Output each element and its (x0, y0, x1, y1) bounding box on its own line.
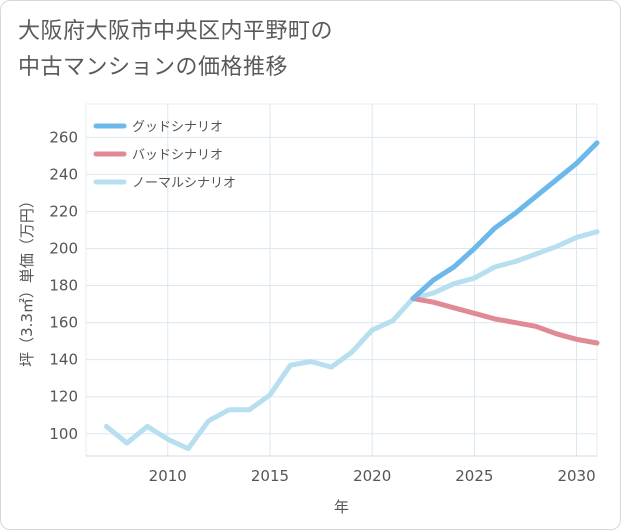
x-tick-label: 2010 (149, 467, 187, 485)
x-tick-label: 2025 (455, 467, 493, 485)
y-tick-label: 140 (49, 351, 78, 369)
series (103, 140, 600, 452)
y-tick-label: 100 (49, 425, 78, 443)
y-tick-label: 180 (49, 277, 78, 295)
series-line-bad (410, 296, 600, 346)
y-axis-title: 坪（3.3㎡）単価（万円） (18, 193, 36, 367)
y-tick-label: 220 (49, 202, 78, 220)
legend-label-bad: バッドシナリオ (132, 148, 223, 163)
chart-title: 大阪府大阪市中央区内平野町の 中古マンションの価格推移 (18, 14, 333, 86)
series-line-good (410, 140, 600, 301)
y-axis-ticks: 100 120 140 160 180 200 220 240 260 (49, 128, 78, 442)
legend-label-good: グッドシナリオ (132, 120, 223, 135)
x-tick-label: 2030 (557, 467, 595, 485)
legend-label-normal: ノーマルシナリオ (132, 176, 236, 191)
x-axis-ticks: 2010 2015 2020 2025 2030 (149, 467, 596, 485)
series-line-normal (103, 229, 600, 452)
y-tick-label: 160 (49, 314, 78, 332)
x-tick-label: 2015 (251, 467, 289, 485)
y-tick-label: 200 (49, 240, 78, 258)
grid (85, 103, 598, 457)
y-tick-label: 120 (49, 388, 78, 406)
y-tick-label: 240 (49, 165, 78, 183)
x-tick-label: 2020 (353, 467, 391, 485)
chart-title-line-1: 大阪府大阪市中央区内平野町の (18, 19, 334, 44)
y-tick-label: 260 (49, 128, 78, 146)
chart-title-line-2: 中古マンションの価格推移 (18, 55, 289, 80)
x-axis-title: 年 (334, 498, 349, 516)
